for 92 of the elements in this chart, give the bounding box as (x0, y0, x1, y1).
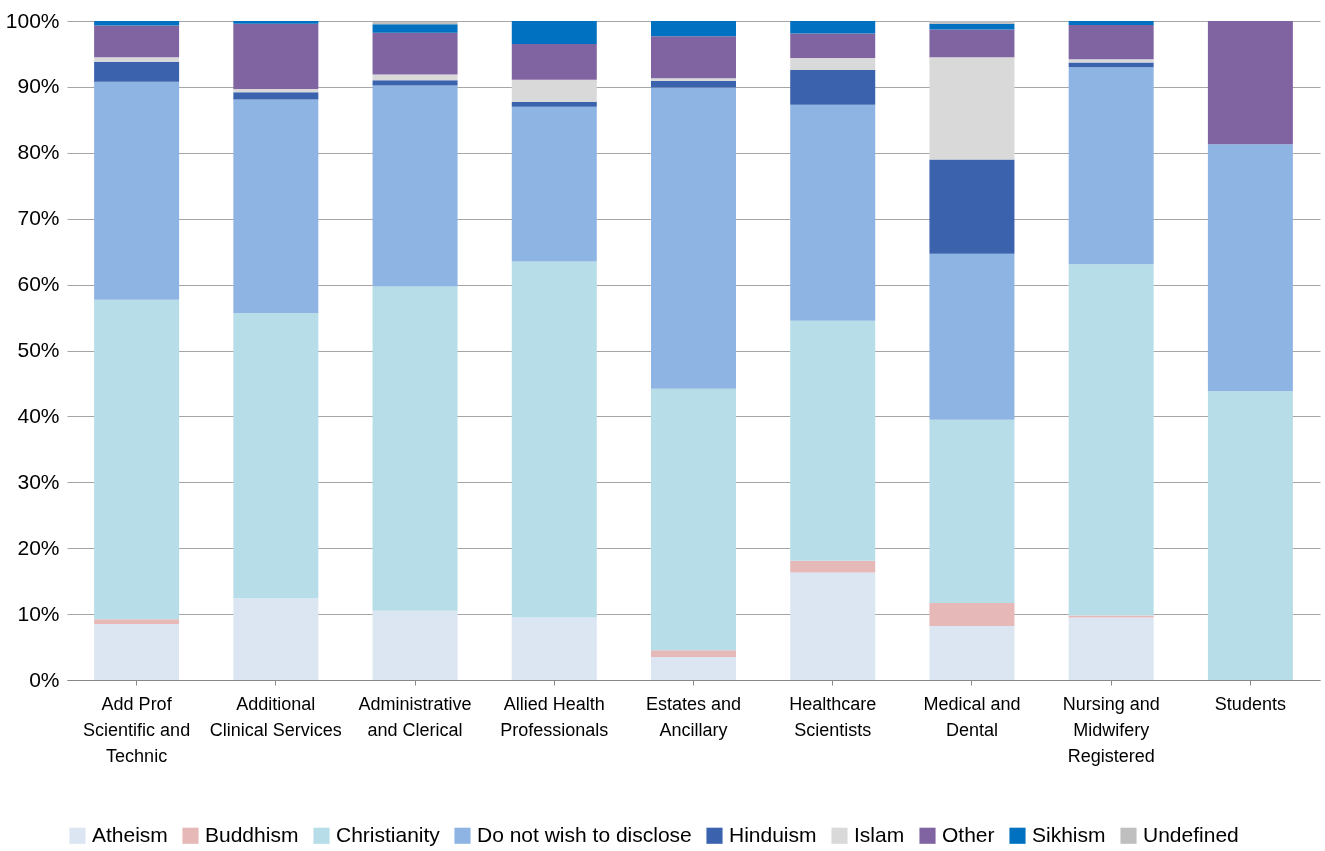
x-tick-label: Additional Clinical Services (209, 693, 342, 740)
bar (651, 36, 736, 79)
legend-label: Undefined (1143, 822, 1239, 846)
bar (372, 80, 458, 86)
bar (1207, 391, 1293, 680)
bar (651, 388, 736, 651)
bar (94, 619, 180, 624)
bar (233, 312, 319, 599)
y-tick-label: 50% (17, 338, 60, 361)
bar (1068, 67, 1154, 265)
y-tick-label: 90% (17, 74, 60, 98)
legend-label: Christianity (336, 822, 441, 846)
y-tick-label: 40% (17, 403, 60, 427)
x-tick-label: Administrative and Clerical (358, 693, 472, 740)
bar (929, 625, 1015, 680)
bar (929, 253, 1015, 420)
bar (511, 21, 597, 45)
bar (790, 57, 876, 70)
bar (1068, 59, 1154, 63)
bar (929, 21, 1015, 24)
legend-label: Sikhism (1032, 822, 1106, 846)
bar (790, 21, 876, 34)
bar (233, 21, 319, 24)
bar (929, 159, 1015, 254)
y-tick-label: 100% (5, 8, 60, 32)
bar (790, 572, 876, 680)
bar (233, 23, 319, 89)
bar (233, 92, 319, 100)
bar (929, 419, 1015, 603)
bar (511, 106, 597, 262)
y-tick-label: 10% (17, 601, 60, 625)
bar (233, 99, 319, 313)
bar (94, 61, 180, 82)
y-tick-label: 70% (17, 206, 60, 230)
bar (790, 33, 876, 58)
bar (1207, 144, 1293, 392)
bar (651, 650, 736, 657)
bar (511, 617, 597, 680)
bar (790, 320, 876, 561)
y-tick-label: 60% (17, 272, 60, 296)
bar (1068, 617, 1154, 680)
y-tick-label: 30% (17, 469, 60, 493)
bar (651, 21, 736, 37)
bar (94, 623, 180, 680)
bar (651, 656, 736, 680)
bar (94, 81, 180, 300)
legend-label: Buddhism (205, 822, 299, 846)
x-tick-label: Estates and Ancillary (645, 693, 742, 740)
bar (929, 23, 1015, 30)
bar (94, 299, 180, 620)
y-tick-label: 80% (17, 140, 60, 164)
bar (372, 286, 458, 611)
bar (1068, 21, 1154, 25)
bar (929, 29, 1015, 58)
bar (1068, 264, 1154, 616)
bar (511, 102, 597, 107)
x-tick-label: Add Prof Scientific and Technic (83, 693, 191, 766)
x-tick-label: Medical and Dental (923, 693, 1021, 740)
bar (1068, 24, 1154, 60)
bar (372, 85, 458, 287)
bar (511, 261, 597, 618)
bar (233, 88, 319, 93)
bar (94, 21, 180, 26)
legend-label: Do not wish to disclose (477, 822, 692, 846)
bar (1207, 21, 1293, 145)
legend-label: Other (942, 822, 995, 846)
bar (233, 598, 319, 680)
y-tick-label: 20% (17, 535, 60, 559)
x-tick-label: Nursing and Midwifery Registered (1062, 693, 1160, 766)
legend-label: Hinduism (729, 822, 817, 846)
x-tick-label: Students (1214, 693, 1286, 714)
bar (790, 69, 876, 105)
bar (511, 44, 597, 80)
bar (94, 57, 180, 62)
y-tick-label: 0% (29, 667, 60, 691)
bar (372, 32, 458, 75)
legend-label: Islam (854, 822, 905, 846)
bar (372, 74, 458, 81)
bar (790, 104, 876, 321)
bar (372, 610, 458, 680)
bar (372, 24, 458, 33)
x-tick-label: Allied Health Professionals (500, 693, 609, 740)
bar (94, 25, 180, 58)
bar (929, 602, 1015, 626)
legend-label: Atheism (92, 822, 168, 846)
bar (651, 87, 736, 389)
bar (929, 57, 1015, 160)
bar (790, 560, 876, 573)
x-tick-label: Healthcare Scientists (789, 693, 877, 740)
bar (651, 78, 736, 81)
bar (651, 80, 736, 88)
bar (511, 79, 597, 103)
